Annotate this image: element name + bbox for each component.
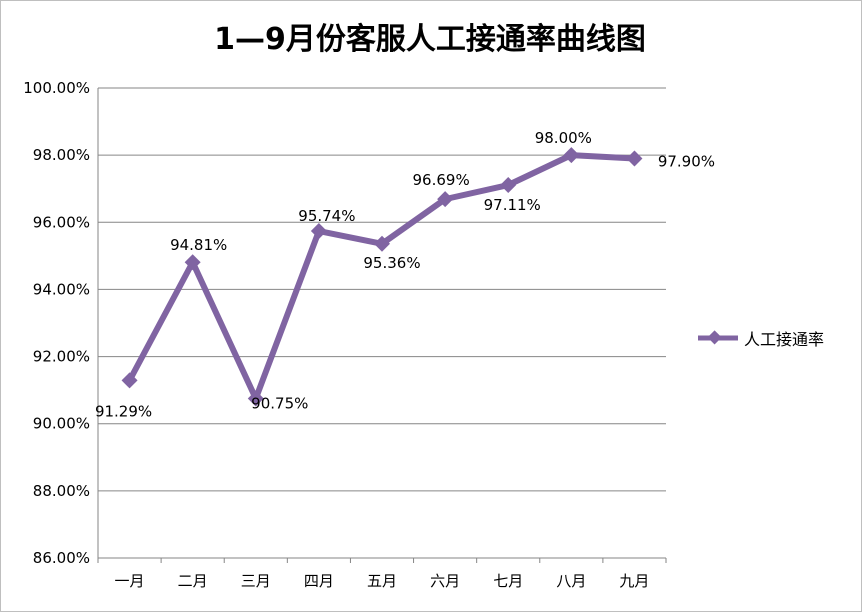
x-tick-label: 三月 [241,572,271,590]
axes: 86.00% 88.00% 90.00% 92.00% 94.00% 96.00% 98.0… [23,79,667,590]
y-tick-label: 100.00% [23,79,90,97]
data-point-marker [247,390,264,407]
data-label: 97.11% [484,196,541,214]
data-label: 90.75% [251,395,308,413]
y-tick-label: 86.00% [33,549,90,567]
x-tick-label: 五月 [367,572,397,590]
y-tick-label: 88.00% [33,482,90,500]
gridlines [98,87,666,559]
data-point-marker [437,191,454,208]
x-tick-label: 八月 [556,572,586,590]
data-label: 91.29% [95,402,152,420]
data-label: 96.69% [413,171,470,189]
data-label: 95.36% [363,254,420,272]
data-point-marker [310,223,327,240]
y-tick-label: 98.00% [33,146,90,164]
series-layer [121,147,643,407]
x-tick-label: 一月 [115,572,145,590]
data-point-marker [500,177,517,194]
y-tick-label: 90.00% [33,415,90,433]
data-label: 97.90% [658,153,715,171]
data-point-marker [563,147,580,164]
data-point-marker [121,372,138,389]
data-point-marker [374,235,390,252]
series-line [126,152,635,402]
y-tick-label: 96.00% [33,213,90,231]
x-tick-label: 七月 [493,572,523,590]
legend-swatch [698,330,738,345]
x-tick-label: 九月 [619,572,649,590]
legend-label: 人工接通率 [744,330,825,349]
x-tick-label: 六月 [430,572,460,590]
chart-title: 1—9月份客服人工接通率曲线图 [214,22,646,57]
y-tick-label: 94.00% [33,280,90,298]
data-label: 94.81% [170,236,227,254]
data-point-marker [626,150,643,167]
legend: 人工接通率 [696,326,824,350]
x-tick-label: 四月 [304,572,334,590]
data-label: 95.74% [298,207,355,225]
data-point-marker [184,254,201,271]
data-label: 98.00% [535,129,592,147]
y-tick-label: 92.00% [33,348,90,366]
data-labels: 91.29% 94.81% 90.75% 95.74% 95.36% 96.69% 97.1… [95,129,715,420]
x-tick-label: 二月 [178,572,208,590]
